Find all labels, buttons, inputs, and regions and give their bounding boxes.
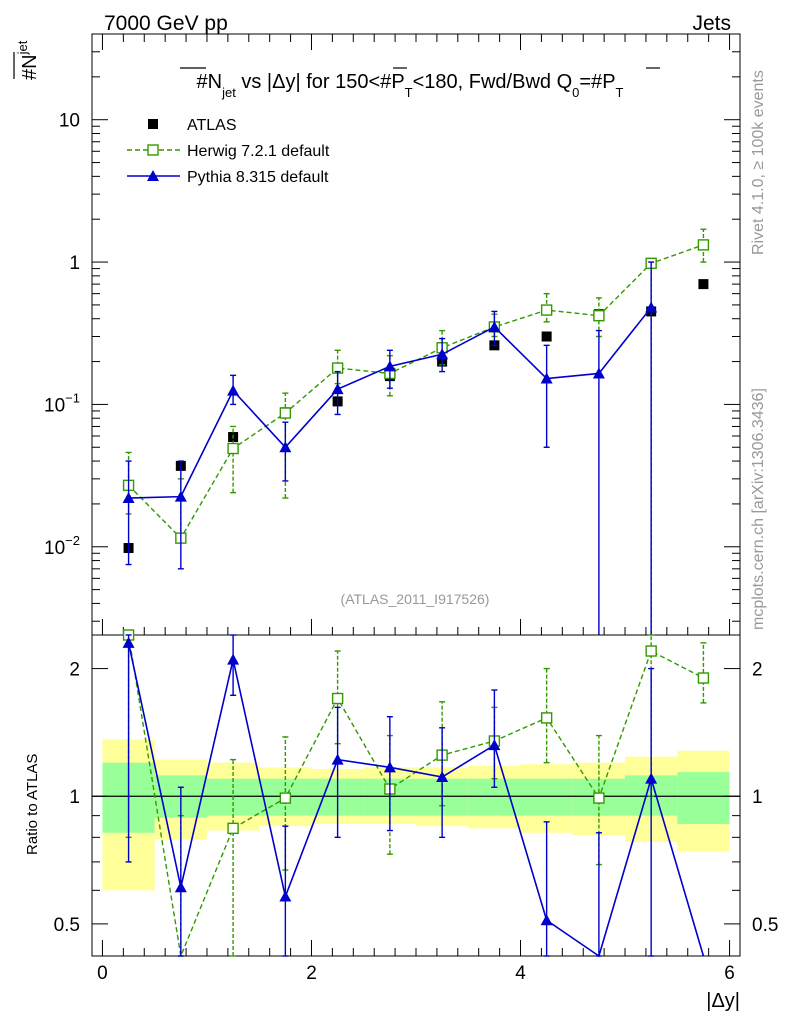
data-point bbox=[279, 407, 292, 419]
ratio-point bbox=[279, 792, 292, 804]
ratio-point bbox=[540, 914, 553, 926]
series-0-main bbox=[123, 279, 709, 554]
series-line bbox=[128, 244, 704, 540]
data-point bbox=[227, 384, 240, 396]
data-point bbox=[540, 304, 553, 316]
x-axis-label: |Δy| bbox=[706, 990, 740, 1012]
series-line bbox=[128, 306, 652, 499]
legend-item-0: ATLAS bbox=[148, 117, 237, 134]
data-point bbox=[227, 442, 239, 455]
mcplots-source-label: mcplots.cern.ch [arXiv:1306.3436] bbox=[750, 388, 767, 630]
ratio-point bbox=[436, 771, 449, 783]
y-tick-label-main: 10−2 bbox=[44, 533, 80, 559]
data-point bbox=[279, 441, 292, 453]
legend-marker bbox=[147, 170, 159, 181]
x-tick-label: 6 bbox=[724, 963, 735, 984]
ratio-band-inner bbox=[677, 772, 730, 825]
legend-label: Pythia 8.315 default bbox=[187, 169, 329, 186]
series-1-main bbox=[122, 228, 710, 635]
legend-item-1: Herwig 7.2.1 default bbox=[127, 143, 330, 160]
ratio-band-inner bbox=[520, 778, 573, 816]
series-2-ratio bbox=[122, 634, 705, 958]
ratio-point bbox=[227, 822, 239, 835]
plot-title: #Njet vs |Δy| for 150<#PT<180, Fwd/Bwd Q… bbox=[180, 67, 660, 100]
y-tick-label-ratio-right: 2 bbox=[752, 660, 763, 681]
data-point bbox=[331, 383, 344, 395]
y-tick-label-ratio-right: 0.5 bbox=[752, 915, 778, 936]
legend-label: ATLAS bbox=[187, 117, 237, 134]
data-point bbox=[697, 239, 710, 251]
rivet-version-label: Rivet 4.1.0, ≥ 100k events bbox=[750, 70, 767, 255]
x-tick-label: 0 bbox=[97, 963, 108, 984]
ratio-point bbox=[697, 672, 710, 684]
ratio-point bbox=[331, 753, 344, 765]
data-point bbox=[593, 309, 605, 322]
ratio-point bbox=[279, 890, 292, 902]
ratio-point bbox=[227, 653, 240, 665]
y-tick-label-main: 10−1 bbox=[44, 390, 80, 416]
x-tick-label: 2 bbox=[306, 963, 317, 984]
ratio-axis-label: Ratio to ATLAS bbox=[24, 754, 41, 855]
data-point bbox=[383, 360, 396, 372]
ratio-point bbox=[593, 792, 605, 804]
y-tick-label-ratio: 1 bbox=[69, 787, 80, 808]
legend-marker bbox=[148, 119, 158, 129]
ratio-point bbox=[645, 772, 658, 784]
data-point bbox=[174, 490, 187, 502]
legend-marker bbox=[147, 144, 159, 156]
ratio-point bbox=[383, 761, 396, 773]
y-tick-label-ratio: 2 bbox=[69, 660, 80, 681]
ratio-point bbox=[174, 881, 187, 893]
data-point bbox=[645, 301, 658, 313]
x-tick-label: 4 bbox=[515, 963, 526, 984]
y-axis-label-main: #Njet bbox=[13, 40, 41, 80]
data-point bbox=[436, 348, 449, 360]
y-tick-label-main: 1 bbox=[69, 253, 80, 274]
legend-item-2: Pythia 8.315 default bbox=[127, 169, 329, 186]
ratio-line bbox=[127, 642, 705, 958]
ratio-point bbox=[645, 645, 657, 657]
energy-label: 7000 GeV pp bbox=[104, 12, 228, 35]
ratio-point bbox=[488, 739, 501, 751]
y-tick-label-ratio: 0.5 bbox=[54, 915, 80, 936]
ratio-point bbox=[331, 692, 344, 705]
data-point bbox=[122, 492, 135, 504]
y-tick-label-main: 10 bbox=[59, 111, 80, 132]
data-point bbox=[592, 367, 605, 379]
analysis-id: (ATLAS_2011_I917526) bbox=[341, 591, 490, 607]
y-tick-label-ratio-right: 1 bbox=[752, 787, 763, 808]
legend-label: Herwig 7.2.1 default bbox=[187, 143, 330, 160]
series-2-main bbox=[122, 261, 658, 635]
svg-text:#Njet: #Njet bbox=[15, 40, 41, 80]
data-point bbox=[698, 279, 709, 290]
data-point bbox=[541, 331, 552, 342]
svg-text:#Njet vs |Δy| for 150<#PT<180,: #Njet vs |Δy| for 150<#PT<180, Fwd/Bwd Q… bbox=[197, 71, 624, 100]
data-point bbox=[540, 372, 553, 384]
ratio-point bbox=[540, 712, 553, 724]
data-point bbox=[488, 320, 501, 332]
ratio-point bbox=[122, 636, 135, 648]
process-label: Jets bbox=[692, 12, 731, 35]
